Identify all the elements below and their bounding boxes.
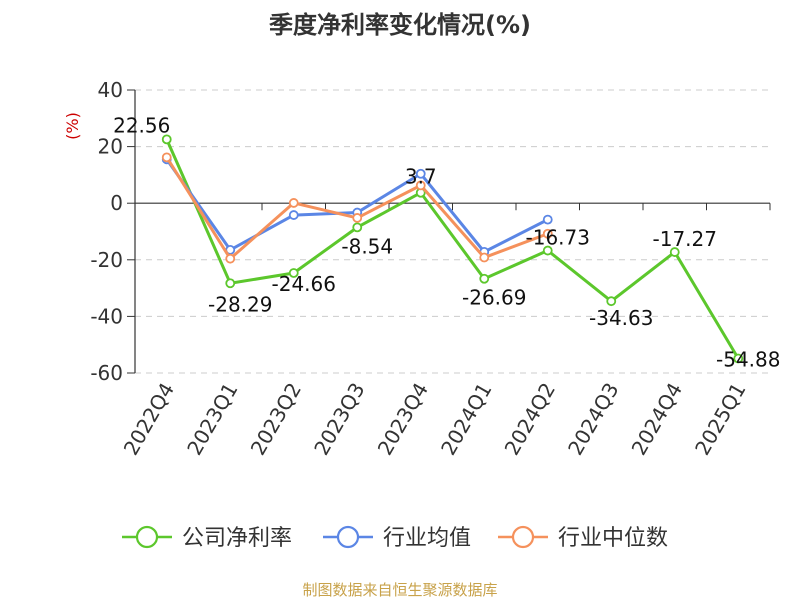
data-label: 22.56 [113,113,170,137]
series-1 [161,154,553,257]
x-tick-label: 2023Q2 [246,379,306,460]
series-2 [161,152,553,264]
legend-swatch-marker [135,525,159,549]
data-point [415,168,426,179]
y-axis-label: (%) [63,112,82,140]
data-label: -54.88 [716,348,780,372]
series-layer [161,134,744,364]
legend-item-0[interactable]: 公司净利率 [122,525,292,551]
x-tick-label: 2024Q4 [627,379,687,460]
y-tick-label: -60 [90,361,123,385]
data-point [288,268,299,278]
data-point [288,198,299,208]
x-tick-label: 2025Q1 [690,379,750,460]
x-tick-label: 2022Q4 [119,379,179,460]
data-point [288,210,299,220]
data-point [352,213,363,223]
data-labels: 22.56 -28.29-24.66-8.54 3.7 -26.69 -16.73 -34… [113,113,780,371]
data-point [415,180,426,191]
y-tick-label: 40 [98,78,123,102]
data-label: -34.63 [589,306,653,330]
legend-label: 行业中位数 [558,526,668,551]
data-point [542,228,553,239]
y-tick-label: 20 [98,135,123,159]
y-tick-label: -20 [90,248,123,272]
data-point [733,353,744,364]
x-tick-label: 2023Q3 [309,379,369,460]
legend-label: 公司净利率 [182,526,292,551]
data-point [161,134,172,145]
legend-label: 行业均值 [383,526,471,551]
data-label: -26.69 [462,286,526,310]
chart-title: 季度净利率变化情况(%) [269,11,531,39]
data-label: -16.73 [526,226,590,250]
source-note: 制图数据来自恒生聚源数据库 [302,581,497,599]
data-label: -24.66 [272,272,336,296]
data-point [225,253,236,264]
x-tick-label: 2024Q3 [563,379,623,460]
data-label: -17.27 [653,227,717,251]
legend-item-1[interactable]: 行业均值 [323,525,471,551]
data-point [479,252,490,263]
x-tick-label: 2024Q1 [436,379,496,460]
data-point [352,222,363,233]
data-label: -8.54 [341,234,393,258]
legend[interactable]: 公司净利率 行业均值 行业中位数 [122,525,668,551]
y-tick-label: 0 [110,191,123,215]
series-line [165,138,740,360]
legend-swatch-marker [336,525,360,549]
data-point [669,247,680,257]
x-tick-label: 2023Q4 [373,379,433,460]
data-point [479,273,490,284]
x-tick-label: 2023Q1 [182,379,242,460]
data-point [161,152,172,163]
x-tick-label: 2024Q2 [500,379,560,460]
data-point [606,296,617,307]
series-0 [161,134,744,364]
data-point [225,278,236,289]
data-point [542,245,553,256]
data-label: -28.29 [208,292,272,316]
data-point [542,214,553,225]
legend-swatch-marker [511,525,535,549]
y-tick-label: -40 [90,304,123,328]
legend-item-2[interactable]: 行业中位数 [498,525,668,551]
data-label: 3.7 [405,165,437,189]
